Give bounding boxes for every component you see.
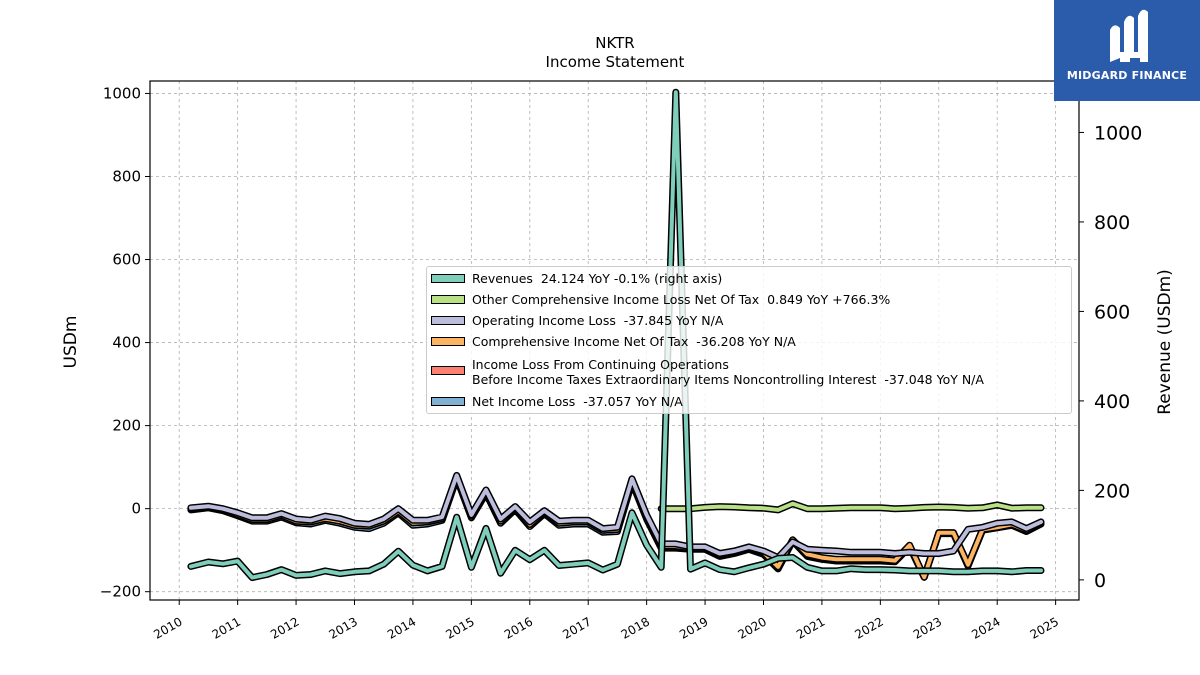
plot-frame — [149, 80, 1080, 601]
y-tick-label: 600 — [112, 251, 141, 269]
legend-swatch — [431, 295, 465, 304]
y-tick-label: 800 — [112, 167, 141, 185]
legend-swatch — [431, 316, 465, 325]
x-tick-label: 2025 — [1028, 614, 1061, 641]
legend-label: Revenues 24.124 YoY -0.1% (right axis) — [472, 271, 723, 286]
x-tick-label: 2018 — [619, 614, 652, 641]
x-tick-label: 2022 — [852, 614, 885, 641]
x-tick-label: 2020 — [736, 614, 769, 641]
legend-swatch — [431, 397, 465, 406]
y2-tick-label: 0 — [1094, 570, 1106, 592]
chart-legend: Revenues 24.124 YoY -0.1% (right axis) Ot… — [426, 266, 1072, 414]
legend-label: Net Income Loss -37.057 YoY N/A — [472, 394, 683, 409]
legend-label: Income Loss From Continuing Operations B… — [472, 357, 984, 387]
y-tick-label: 400 — [112, 334, 141, 352]
series-line-1 — [659, 501, 1043, 512]
y2-tick-label: 400 — [1094, 391, 1130, 413]
x-tick-label: 2024 — [969, 614, 1002, 641]
y-tick-label: 1000 — [103, 84, 141, 102]
x-tick-label: 2015 — [443, 614, 476, 641]
y-tick-label: 0 — [131, 500, 141, 518]
y-tick-label: 200 — [112, 417, 141, 435]
x-tick-label: 2023 — [911, 614, 944, 641]
x-tick-label: 2011 — [210, 614, 243, 641]
series-line-0 — [188, 90, 1043, 580]
x-tick-label: 2017 — [560, 614, 593, 641]
x-tick-label: 2012 — [268, 614, 301, 641]
brand-name: MIDGARD FINANCE — [1066, 69, 1188, 82]
y2-tick-label: 200 — [1094, 480, 1130, 502]
x-tick-label: 2016 — [502, 614, 535, 641]
x-tick-label: 2014 — [385, 614, 418, 641]
brand-logo: MIDGARD FINANCE — [1054, 0, 1200, 101]
series-line-2 — [188, 473, 1043, 560]
legend-label: Operating Income Loss -37.845 YoY N/A — [472, 313, 724, 328]
legend-swatch — [431, 274, 465, 283]
legend-swatch — [431, 337, 465, 346]
y2-tick-label: 600 — [1094, 301, 1130, 323]
midgard-logo-icon — [1110, 9, 1148, 62]
x-tick-label: 2013 — [327, 614, 360, 641]
series-layer — [187, 88, 1045, 582]
x-tick-label: 2021 — [794, 614, 827, 641]
legend-swatch — [431, 366, 465, 375]
y2-tick-label: 800 — [1094, 212, 1130, 234]
legend-label: Other Comprehensive Income Loss Net Of T… — [472, 292, 891, 307]
y2-axis-label: Revenue (USDm) — [1155, 269, 1175, 415]
legend-label: Comprehensive Income Net Of Tax -36.208 … — [472, 334, 796, 349]
y-axis-label: USDm — [61, 316, 81, 369]
x-tick-label: 2019 — [677, 614, 710, 641]
chart-subtitle: Income Statement — [546, 53, 685, 71]
y-tick-label: −200 — [100, 583, 141, 601]
x-tick-label: 2010 — [151, 614, 184, 641]
chart-title: NKTR — [595, 34, 634, 52]
y2-tick-label: 1000 — [1094, 122, 1142, 144]
